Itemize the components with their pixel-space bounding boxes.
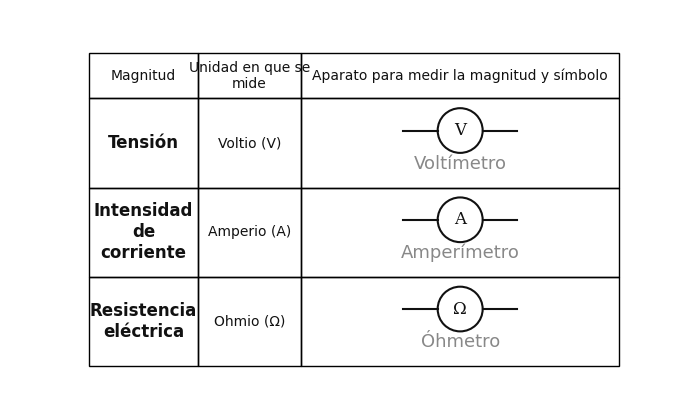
Text: Óhmetro: Óhmetro [421, 333, 500, 351]
Text: Amperio (A): Amperio (A) [208, 225, 291, 239]
Bar [301, 53, 619, 98]
Text: Tensión: Tensión [108, 134, 179, 152]
Bar [89, 188, 198, 277]
Text: Resistencia
eléctrica: Resistencia eléctrica [90, 302, 197, 341]
Text: Voltio (V): Voltio (V) [218, 136, 281, 150]
Text: Magnitud: Magnitud [111, 69, 176, 83]
Text: Amperímetro: Amperímetro [401, 244, 520, 262]
Bar [198, 277, 301, 366]
Bar [89, 53, 198, 98]
Text: Voltímetro: Voltímetro [414, 154, 507, 173]
Bar [89, 277, 198, 366]
Bar [89, 98, 198, 188]
Bar [301, 98, 619, 188]
Bar [301, 277, 619, 366]
Text: Aparato para medir la magnitud y símbolo: Aparato para medir la magnitud y símbolo [312, 68, 608, 83]
Bar [198, 98, 301, 188]
Text: Ω: Ω [453, 300, 467, 317]
Text: Unidad en que se
mide: Unidad en que se mide [189, 61, 310, 91]
Text: A: A [454, 211, 466, 228]
Text: Ohmio (Ω): Ohmio (Ω) [214, 315, 285, 329]
Text: V: V [454, 122, 466, 139]
Bar [198, 53, 301, 98]
Text: Intensidad
de
corriente: Intensidad de corriente [94, 203, 193, 262]
Bar [301, 188, 619, 277]
Bar [198, 188, 301, 277]
